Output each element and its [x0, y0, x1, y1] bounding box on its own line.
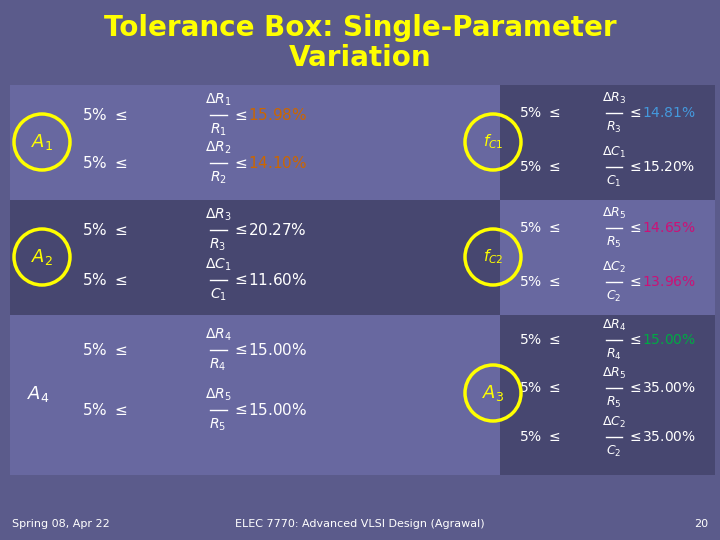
- Text: $20.27\%$: $20.27\%$: [248, 222, 307, 238]
- Text: ELEC 7770: Advanced VLSI Design (Agrawal): ELEC 7770: Advanced VLSI Design (Agrawal…: [235, 519, 485, 529]
- Text: $R_3$: $R_3$: [210, 237, 227, 253]
- Text: Spring 08, Apr 22: Spring 08, Apr 22: [12, 519, 109, 529]
- Text: $\Delta R_4$: $\Delta R_4$: [204, 327, 231, 343]
- Text: $C_2$: $C_2$: [606, 444, 621, 459]
- Bar: [10, 315, 500, 475]
- Text: $\Delta C_1$: $\Delta C_1$: [602, 145, 626, 160]
- Text: $\Delta R_5$: $\Delta R_5$: [204, 387, 231, 403]
- Text: $5\%\ \leq$: $5\%\ \leq$: [82, 402, 127, 418]
- Text: $15.00\%$: $15.00\%$: [248, 402, 307, 418]
- Text: $15.98\%$: $15.98\%$: [248, 107, 307, 123]
- Text: $\Delta R_1$: $\Delta R_1$: [204, 92, 231, 108]
- Text: $\leq$: $\leq$: [232, 107, 248, 123]
- Text: $14.81\%$: $14.81\%$: [642, 106, 696, 120]
- Text: $R_3$: $R_3$: [606, 120, 622, 135]
- Text: $C_1$: $C_1$: [606, 174, 622, 189]
- Text: $\Delta R_2$: $\Delta R_2$: [204, 140, 231, 156]
- Text: $R_5$: $R_5$: [210, 417, 227, 434]
- Text: $\leq$: $\leq$: [232, 222, 248, 238]
- Text: $5\%\ \leq$: $5\%\ \leq$: [519, 430, 560, 444]
- Text: $A_4$: $A_4$: [27, 384, 49, 404]
- Text: $5\%\ \leq$: $5\%\ \leq$: [519, 106, 560, 120]
- Text: $5\%\ \leq$: $5\%\ \leq$: [82, 272, 127, 288]
- Text: $15.20\%$: $15.20\%$: [642, 160, 696, 174]
- Text: $R_1$: $R_1$: [210, 122, 227, 138]
- Text: $\Delta C_1$: $\Delta C_1$: [204, 256, 231, 273]
- Text: $f_{C2}$: $f_{C2}$: [482, 248, 503, 266]
- Text: $\leq$: $\leq$: [232, 342, 248, 357]
- Text: $11.60\%$: $11.60\%$: [248, 272, 307, 288]
- Bar: [10, 85, 500, 200]
- Text: $\leq$: $\leq$: [232, 156, 248, 171]
- Bar: [500, 315, 715, 475]
- Text: $\Delta R_5$: $\Delta R_5$: [602, 206, 626, 221]
- Text: $\leq$: $\leq$: [627, 430, 642, 444]
- Text: $14.10\%$: $14.10\%$: [248, 155, 307, 171]
- Text: Tolerance Box: Single-Parameter: Tolerance Box: Single-Parameter: [104, 14, 616, 42]
- Text: $\leq$: $\leq$: [627, 106, 642, 120]
- Text: $\Delta R_3$: $\Delta R_3$: [602, 91, 626, 106]
- Text: 20: 20: [694, 519, 708, 529]
- Text: $R_5$: $R_5$: [606, 395, 622, 410]
- Text: $\leq$: $\leq$: [627, 333, 642, 347]
- Bar: [10, 200, 500, 315]
- Text: $\leq$: $\leq$: [627, 160, 642, 174]
- Text: $35.00\%$: $35.00\%$: [642, 430, 696, 444]
- Text: $\leq$: $\leq$: [627, 381, 642, 395]
- Text: $C_1$: $C_1$: [210, 287, 227, 303]
- Text: $\Delta R_5$: $\Delta R_5$: [602, 366, 626, 381]
- Text: $5\%\ \leq$: $5\%\ \leq$: [519, 333, 560, 347]
- Text: $f_{C1}$: $f_{C1}$: [482, 133, 503, 151]
- Text: $5\%\ \leq$: $5\%\ \leq$: [82, 222, 127, 238]
- Bar: [500, 200, 715, 315]
- Text: $5\%\ \leq$: $5\%\ \leq$: [519, 275, 560, 289]
- Text: $5\%\ \leq$: $5\%\ \leq$: [519, 221, 560, 235]
- Text: $\leq$: $\leq$: [232, 402, 248, 417]
- Text: $\Delta R_3$: $\Delta R_3$: [204, 207, 231, 223]
- Text: $A_1$: $A_1$: [31, 132, 53, 152]
- Text: Variation: Variation: [289, 44, 431, 72]
- Text: $5\%\ \leq$: $5\%\ \leq$: [82, 342, 127, 358]
- Text: $14.65\%$: $14.65\%$: [642, 221, 696, 235]
- Text: $5\%\ \leq$: $5\%\ \leq$: [82, 107, 127, 123]
- Text: $5\%\ \leq$: $5\%\ \leq$: [82, 155, 127, 171]
- Text: $5\%\ \leq$: $5\%\ \leq$: [519, 160, 560, 174]
- Text: $\Delta C_2$: $\Delta C_2$: [602, 415, 626, 430]
- Text: $15.00\%$: $15.00\%$: [642, 333, 696, 347]
- Text: $R_2$: $R_2$: [210, 170, 226, 186]
- Text: $15.00\%$: $15.00\%$: [248, 342, 307, 358]
- Text: $13.96\%$: $13.96\%$: [642, 275, 696, 289]
- Text: $\leq$: $\leq$: [627, 221, 642, 235]
- Text: $\Delta C_2$: $\Delta C_2$: [602, 260, 626, 275]
- Text: $R_4$: $R_4$: [606, 347, 622, 362]
- Text: $35.00\%$: $35.00\%$: [642, 381, 696, 395]
- Text: $A_2$: $A_2$: [31, 247, 53, 267]
- Text: $R_4$: $R_4$: [210, 357, 227, 373]
- Text: $\Delta R_4$: $\Delta R_4$: [602, 318, 626, 333]
- Bar: [500, 85, 715, 200]
- Text: $R_5$: $R_5$: [606, 235, 622, 250]
- Text: $A_3$: $A_3$: [482, 383, 504, 403]
- Text: $\leq$: $\leq$: [627, 275, 642, 289]
- Text: $\leq$: $\leq$: [232, 273, 248, 287]
- Text: $C_2$: $C_2$: [606, 289, 621, 304]
- Text: $5\%\ \leq$: $5\%\ \leq$: [519, 381, 560, 395]
